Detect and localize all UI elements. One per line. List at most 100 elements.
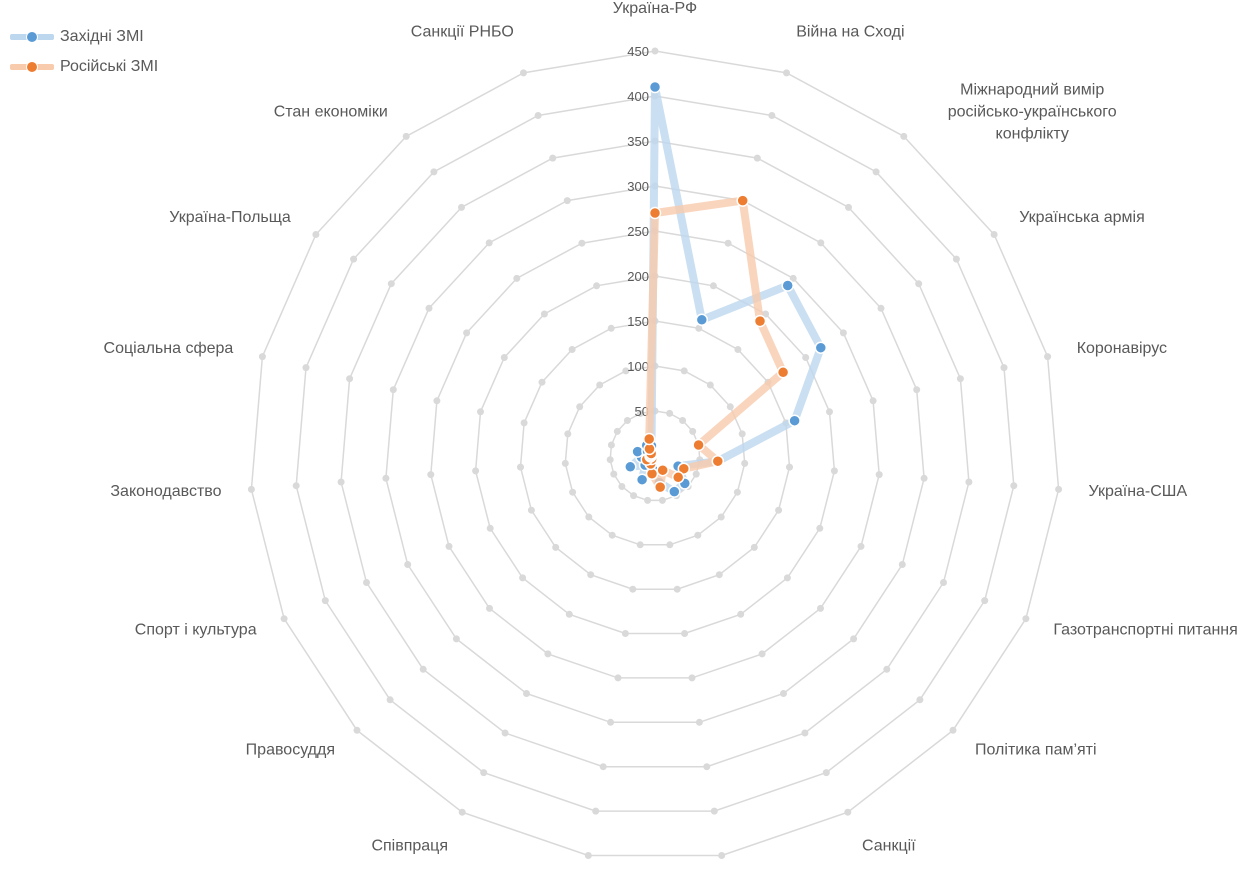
data-point[interactable] — [671, 471, 685, 484]
grid-vertex-marker — [427, 471, 435, 479]
grid-ring — [340, 140, 970, 768]
grid-vertex-marker — [608, 531, 616, 539]
grid-vertex-marker — [387, 280, 395, 288]
grid-vertex-marker — [715, 571, 723, 579]
grid-vertex-marker — [703, 763, 711, 771]
grid-vertex-marker — [430, 168, 438, 176]
radial-tick-label: 200 — [627, 269, 649, 284]
grid-vertex-marker — [593, 282, 601, 290]
grid-vertex-marker — [523, 690, 530, 697]
grid-vertex-marker — [839, 329, 847, 337]
grid-vertex-marker — [857, 542, 865, 550]
data-point[interactable] — [635, 473, 649, 486]
grid-vertex-marker — [1022, 615, 1030, 623]
grid-vertex-marker — [738, 430, 746, 438]
grid-vertex-marker — [651, 47, 659, 55]
grid-vertex-marker — [883, 665, 891, 673]
data-point[interactable] — [814, 341, 828, 354]
data-point[interactable] — [776, 366, 790, 379]
category-label: Міжнародний вимір російсько-українського к… — [948, 82, 1117, 143]
grid-vertex-marker — [1010, 482, 1018, 490]
grid-vertex-marker — [920, 474, 928, 482]
radial-tick-labels: 050100150200250300350400450 — [627, 44, 649, 464]
grid-vertex-marker — [1000, 364, 1008, 372]
grid-vertex-marker — [513, 274, 521, 282]
data-point[interactable] — [668, 485, 681, 498]
grid-vertex-marker — [585, 513, 593, 521]
grid-vertex-marker — [614, 674, 622, 682]
grid-vertex-marker — [389, 386, 397, 394]
grid-vertex-marker — [762, 310, 770, 318]
category-label-line: Війна на Сході — [796, 24, 904, 41]
grid-vertex-marker — [458, 808, 466, 816]
data-point[interactable] — [642, 432, 656, 446]
grid-vertex-marker — [599, 763, 607, 771]
grid-vertex-marker — [717, 513, 725, 521]
grid-vertex-marker — [386, 696, 394, 704]
grid-vertex-marker — [758, 650, 766, 658]
data-point[interactable] — [656, 463, 669, 477]
data-point[interactable] — [648, 206, 662, 220]
legend-label-series-0: Західні ЗМІ — [60, 28, 144, 45]
grid-vertex-marker — [990, 231, 998, 238]
radial-tick-label: 50 — [635, 404, 649, 419]
grid-vertex-marker — [607, 718, 615, 726]
grid-vertex-marker — [280, 615, 288, 623]
grid-vertex-marker — [584, 852, 592, 859]
grid-vertex-marker — [302, 364, 310, 372]
grid-vertex-marker — [419, 665, 427, 673]
grid-vertex-marker — [607, 324, 615, 332]
category-label-line: Україна-Польща — [169, 209, 291, 226]
grid-vertex-marker — [644, 496, 652, 504]
grid-vertex-marker — [750, 543, 758, 551]
category-label-line: Газотранспортні питання — [1053, 622, 1237, 639]
data-point[interactable] — [781, 279, 794, 292]
data-point[interactable] — [653, 480, 667, 494]
data-point[interactable] — [736, 194, 749, 207]
grid-vertex-marker — [679, 417, 687, 424]
data-point[interactable] — [788, 414, 801, 427]
grid-vertex-marker — [636, 409, 644, 417]
grid-vertex-marker — [695, 324, 703, 332]
grid-vertex-marker — [965, 478, 973, 486]
grid-vertex-marker — [587, 571, 595, 579]
grid-vertex-marker — [666, 409, 674, 417]
grid-vertex-marker — [592, 807, 600, 815]
grid-vertex-marker — [564, 430, 572, 438]
category-label-line: Міжнародний вимір — [960, 82, 1104, 99]
grid-vertex-marker — [350, 255, 358, 263]
legend-item-series-1[interactable]: Російські ЗМІ — [8, 52, 158, 82]
category-label-line: російсько-українського — [948, 104, 1117, 121]
grid-vertex-marker — [844, 808, 852, 816]
category-label: Коронавірус — [1077, 340, 1167, 357]
radial-tick-label: 300 — [627, 179, 649, 194]
legend-label-series-1: Російські ЗМІ — [60, 58, 159, 75]
data-point[interactable] — [648, 80, 662, 94]
data-point[interactable] — [711, 454, 725, 468]
grid-vertex-marker — [734, 346, 742, 353]
grid-vertex-marker — [949, 726, 957, 734]
grid-ring — [474, 275, 836, 635]
grid-vertex-marker — [681, 630, 689, 637]
category-label: Співпраця — [371, 838, 448, 855]
category-label-line: Санкції РНБО — [411, 24, 514, 41]
grid-vertex-marker — [816, 524, 824, 532]
radar-grid — [247, 47, 1063, 859]
grid-vertex-marker — [737, 610, 745, 618]
grid-vertex-marker — [519, 574, 527, 582]
category-label: Політика пам’яті — [975, 742, 1097, 759]
data-point[interactable] — [677, 462, 691, 475]
grid-vertex-marker — [877, 304, 885, 312]
grid-vertex-marker — [576, 403, 584, 411]
grid-vertex-marker — [527, 506, 535, 514]
legend-item-series-0[interactable]: Західні ЗМІ — [8, 22, 158, 52]
grid-vertex-marker — [607, 441, 615, 449]
data-point[interactable] — [692, 438, 705, 452]
radial-tick-label: 250 — [627, 224, 649, 239]
data-point[interactable] — [753, 314, 767, 328]
grid-vertex-marker — [783, 574, 791, 582]
category-label-line: Стан економіки — [274, 104, 388, 121]
radial-tick-label: 400 — [627, 89, 649, 104]
data-point[interactable] — [624, 460, 637, 474]
data-point[interactable] — [695, 313, 709, 327]
